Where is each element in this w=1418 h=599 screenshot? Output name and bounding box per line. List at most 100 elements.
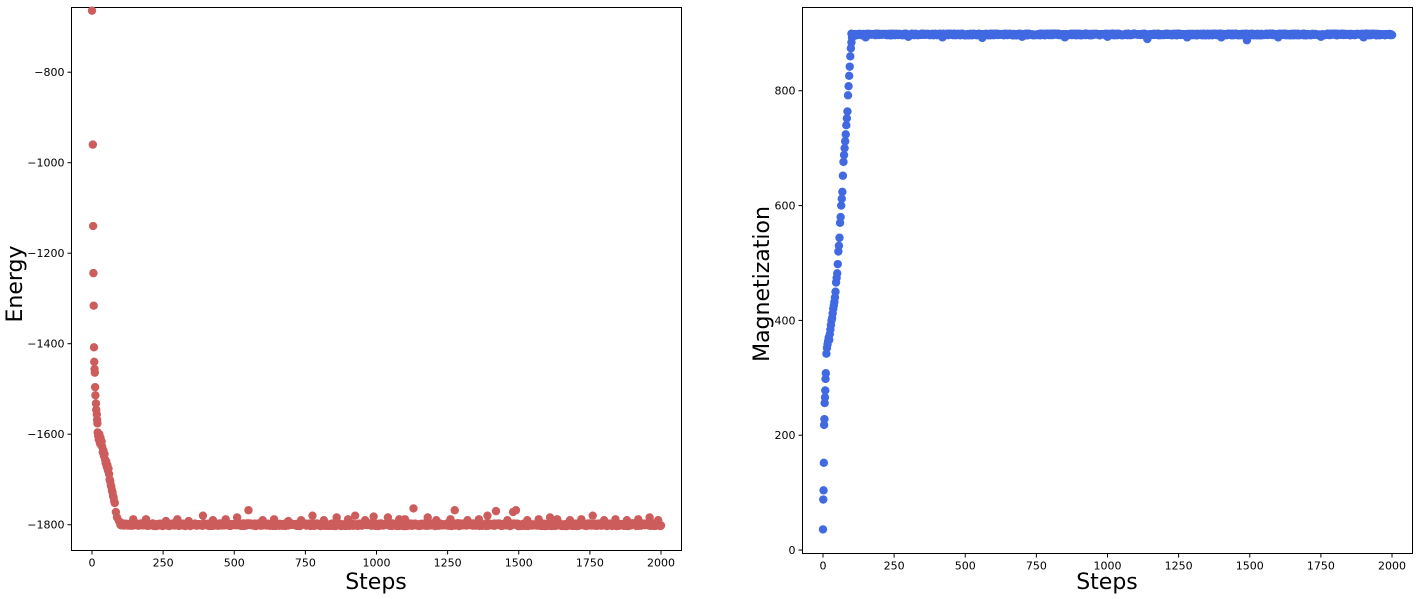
energy-data-point	[350, 511, 360, 520]
magnetization-data-point	[837, 194, 846, 203]
energy-data-point	[645, 513, 654, 522]
energy-data-point	[110, 498, 119, 508]
magnetization-y-tick-label: 0	[789, 544, 796, 557]
magnetization-x-tick-label: 1500	[1236, 560, 1264, 573]
energy-data-point	[87, 6, 97, 15]
energy-data-point	[232, 513, 242, 522]
energy-data-point	[319, 515, 329, 525]
energy-x-tick-label: 1500	[505, 557, 533, 570]
energy-plot-frame	[71, 7, 682, 551]
energy-data-point	[577, 515, 586, 524]
magnetization-data-point	[843, 91, 853, 100]
magnetization-chart: 0 250 500 750 1000 1250 1500 1750 2000 0 200 400 60…	[750, 7, 1413, 595]
energy-x-tick-label: 500	[224, 557, 245, 570]
magnetization-data-point	[819, 458, 829, 467]
energy-data-point	[622, 515, 632, 525]
energy-data-point	[463, 515, 472, 525]
energy-data-point	[91, 399, 101, 408]
energy-data-point	[523, 515, 532, 525]
energy-data-point	[161, 516, 171, 526]
energy-data-point	[89, 301, 98, 310]
energy-x-ticks: 0 250 500 750 1000 1250 1500 1750 2000	[88, 550, 675, 570]
magnetization-data-point	[843, 107, 852, 116]
magnetization-data-point	[833, 259, 842, 269]
magnetization-data-point	[1143, 34, 1152, 44]
magnetization-data-point	[839, 157, 848, 167]
magnetization-data-point	[844, 81, 853, 91]
energy-data-point	[432, 515, 441, 525]
magnetization-data-point	[1359, 33, 1368, 42]
magnetization-data-point	[841, 130, 850, 139]
energy-data-point	[483, 511, 492, 520]
energy-data-point	[545, 513, 555, 522]
energy-data-point	[141, 515, 151, 524]
energy-data-point	[173, 515, 182, 524]
energy-data-point	[296, 515, 306, 525]
energy-data-point	[258, 515, 267, 525]
energy-data-point	[221, 515, 230, 524]
energy-y-tick-label: −1600	[27, 428, 64, 441]
magnetization-data-point	[850, 31, 859, 40]
energy-x-tick-label: 1000	[363, 557, 391, 570]
magnetization-points	[818, 29, 1397, 534]
energy-data-point	[511, 506, 521, 515]
magnetization-data-point	[838, 187, 847, 196]
magnetization-data-point	[846, 52, 855, 61]
magnetization-data-point	[838, 171, 848, 180]
magnetization-y-tick-label: 800	[775, 85, 796, 98]
energy-x-tick-label: 0	[88, 557, 95, 570]
magnetization-data-point	[834, 241, 844, 250]
magnetization-data-point	[835, 233, 844, 242]
magnetization-data-point	[1242, 36, 1252, 45]
magnetization-y-tick-label: 200	[775, 429, 796, 442]
energy-data-point	[552, 515, 562, 524]
energy-chart: 0 250 500 750 1000 1250 1500 1750 2000 −1800 −160…	[3, 6, 682, 595]
magnetization-x-tick-label: 1000	[1094, 560, 1122, 573]
energy-x-tick-label: 750	[295, 557, 316, 570]
magnetization-data-point	[819, 486, 828, 495]
energy-points	[87, 6, 666, 531]
magnetization-data-point	[840, 143, 849, 153]
energy-data-point	[474, 515, 484, 524]
energy-data-point	[88, 221, 98, 231]
magnetization-data-point	[821, 369, 831, 378]
magnetization-data-point	[861, 33, 870, 42]
magnetization-data-point	[1274, 33, 1283, 42]
magnetization-x-axis-label: Steps	[1076, 570, 1138, 595]
magnetization-data-point	[1017, 32, 1027, 41]
magnetization-data-point	[978, 33, 987, 43]
magnetization-data-point	[839, 150, 849, 160]
magnetization-data-point	[904, 32, 913, 41]
energy-data-point	[208, 515, 218, 525]
magnetization-y-tick-label: 600	[775, 200, 796, 213]
energy-data-point	[90, 368, 100, 377]
magnetization-data-point	[819, 495, 828, 504]
energy-x-tick-label: 1750	[576, 557, 604, 570]
energy-data-point	[565, 515, 575, 525]
magnetization-y-ticks: 0 200 400 600 800	[775, 85, 803, 557]
magnetization-y-tick-label: 400	[775, 314, 796, 327]
magnetization-data-point	[842, 114, 852, 123]
magnetization-data-point	[818, 525, 828, 534]
magnetization-data-point	[938, 33, 947, 42]
magnetization-x-tick-label: 2000	[1378, 560, 1406, 573]
energy-data-point	[91, 391, 100, 400]
energy-data-point	[588, 511, 597, 520]
energy-data-point	[308, 511, 317, 520]
energy-data-point	[634, 515, 643, 524]
magnetization-data-point	[844, 71, 854, 81]
energy-data-point	[116, 520, 125, 529]
energy-data-point	[409, 504, 418, 513]
magnetization-data-point	[1316, 32, 1326, 41]
energy-y-tick-label: −800	[34, 66, 64, 79]
energy-data-point	[653, 515, 663, 525]
magnetization-data-point	[1387, 30, 1397, 40]
energy-x-axis-label: Steps	[345, 570, 407, 595]
energy-data-point	[90, 382, 100, 392]
magnetization-x-tick-label: 1750	[1307, 560, 1335, 573]
magnetization-data-point	[821, 386, 830, 395]
magnetization-x-tick-label: 0	[819, 560, 826, 573]
magnetization-data-point	[820, 393, 830, 402]
magnetization-x-tick-label: 250	[884, 560, 905, 573]
magnetization-data-point	[1182, 33, 1192, 42]
